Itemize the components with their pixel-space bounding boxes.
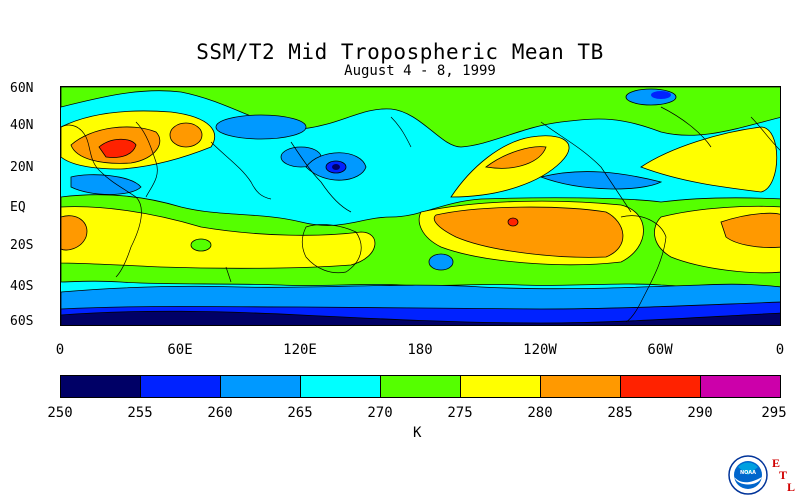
- indian-orange-region: [61, 215, 88, 251]
- lat-label-40n: 40N: [10, 118, 34, 133]
- north-green-region: [61, 87, 780, 148]
- map-title: SSM/T2 Mid Tropospheric Mean TB: [196, 40, 604, 64]
- lon-label-120w: 120W: [523, 342, 557, 358]
- etl-letter-e: E: [772, 456, 781, 470]
- colorbar: [60, 375, 781, 398]
- colorbar-tick: 250: [47, 405, 73, 421]
- orange-spot-1: [169, 122, 203, 148]
- north-pacific-orange: [485, 146, 547, 169]
- colorbar-tick: 270: [367, 405, 393, 421]
- colorbar-swatch: [381, 376, 461, 397]
- blue-core-2: [651, 91, 671, 99]
- blue-patch-7: [428, 253, 454, 271]
- colorbar-unit: K: [413, 425, 422, 441]
- etl-letter-l: L: [787, 480, 796, 494]
- noaa-logo-icon: NOAA: [728, 455, 768, 495]
- lon-label-180: 180: [407, 342, 433, 358]
- lat-label-20s: 20S: [10, 238, 34, 253]
- colorbar-tick: 275: [447, 405, 473, 421]
- lat-label-60s: 60S: [10, 314, 34, 329]
- colorbar-swatch: [461, 376, 541, 397]
- colorbar-swatch: [61, 376, 141, 397]
- colorbar-tick: 280: [527, 405, 553, 421]
- coastlines: [61, 106, 780, 323]
- navy-core-1: [332, 164, 340, 170]
- pacific-orange-region: [433, 206, 624, 258]
- colorbar-tick: 260: [207, 405, 233, 421]
- south-yellow-region: [61, 206, 376, 269]
- north-red-region: [98, 138, 137, 158]
- colorbar-swatch: [301, 376, 381, 397]
- colorbar-tick: 255: [127, 405, 153, 421]
- colorbar-tick: 265: [287, 405, 313, 421]
- colorbar-tick: 290: [687, 405, 713, 421]
- blue-patch-4: [539, 171, 663, 190]
- lat-label-40s: 40S: [10, 279, 34, 294]
- lat-label-60n: 60N: [10, 81, 34, 96]
- north-atlantic-yellow: [640, 126, 778, 193]
- atlantic-orange-region: [720, 212, 780, 248]
- lat-label-20n: 20N: [10, 160, 34, 175]
- colorbar-swatch: [621, 376, 701, 397]
- blue-patch-5: [215, 114, 307, 140]
- colorbar-tick: 285: [607, 405, 633, 421]
- lon-label-0: 0: [55, 342, 65, 358]
- green-spot: [190, 238, 212, 252]
- colorbar-swatch: [221, 376, 301, 397]
- south-navy-band: [61, 310, 780, 325]
- blue-patch-3: [70, 174, 142, 195]
- colorbar-tick: 295: [761, 405, 787, 421]
- contour-field: [61, 87, 780, 325]
- colorbar-swatch: [701, 376, 780, 397]
- map-subtitle: August 4 - 8, 1999: [344, 63, 496, 79]
- colorbar-swatch: [541, 376, 621, 397]
- lon-label-0-end: 0: [775, 342, 785, 358]
- lon-label-120e: 120E: [283, 342, 317, 358]
- lon-label-60e: 60E: [167, 342, 193, 358]
- colorbar-swatch: [141, 376, 221, 397]
- red-spot: [507, 217, 519, 227]
- logo-text: NOAA: [740, 470, 756, 476]
- lat-label-eq: EQ: [10, 200, 26, 215]
- etl-letter-t: T: [779, 468, 788, 482]
- temperature-map: [60, 86, 781, 326]
- lon-label-60w: 60W: [647, 342, 673, 358]
